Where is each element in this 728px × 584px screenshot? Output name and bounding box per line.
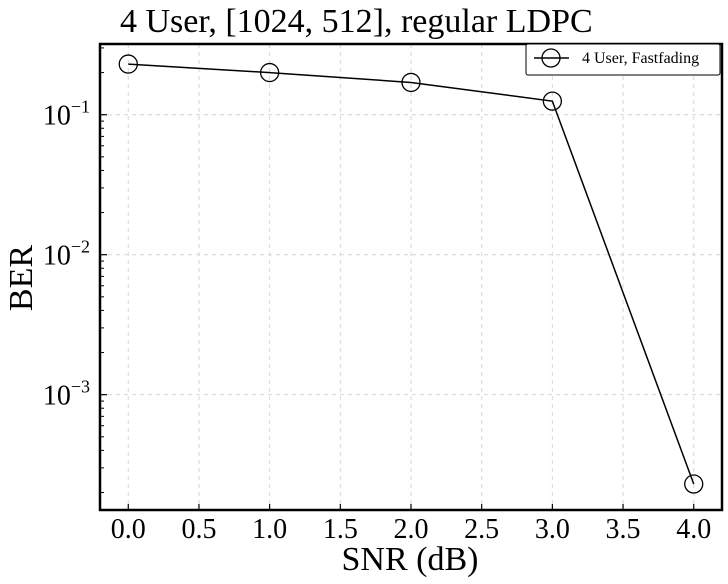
data-point-marker [259,62,280,83]
x-tick-label: 2.5 [464,514,499,545]
y-axis-label: BER [3,245,40,311]
legend-marker-swatch [541,48,561,68]
x-tick-label: 3.0 [535,514,570,545]
y-tick-label: 10−3 [43,377,90,412]
data-point-marker [118,54,138,74]
axis-ticks: 0.0 0.5 1.0 1.5 2.0 2.5 3.0 3.5 4.0 10−1 10−2 10−3 [43,47,711,545]
grid-lines [100,44,722,510]
x-tick-label: 1.0 [252,514,287,545]
legend: 4 User, Fastfading [525,43,721,76]
chart-title: 4 User, [1024, 512], regular LDPC [120,3,593,40]
x-tick-label: 2.0 [394,514,429,545]
data-point-marker [401,72,421,93]
x-tick-label: 3.5 [606,514,641,545]
x-tick-label: 4.0 [676,514,711,545]
series-line [128,63,695,485]
data-point-marker [684,474,704,494]
x-axis-label: SNR (dB) [342,541,479,578]
legend-entry-label: 4 User, Fastfading [582,50,699,67]
x-tick-label: 0.0 [111,514,146,545]
x-tick-label: 1.5 [323,514,358,545]
y-tick-label: 10−2 [43,237,90,272]
legend-box [525,43,721,76]
data-point-marker [542,91,563,111]
series-layer [118,54,704,494]
x-tick-label: 0.5 [181,514,216,545]
y-tick-label: 10−1 [43,97,90,132]
